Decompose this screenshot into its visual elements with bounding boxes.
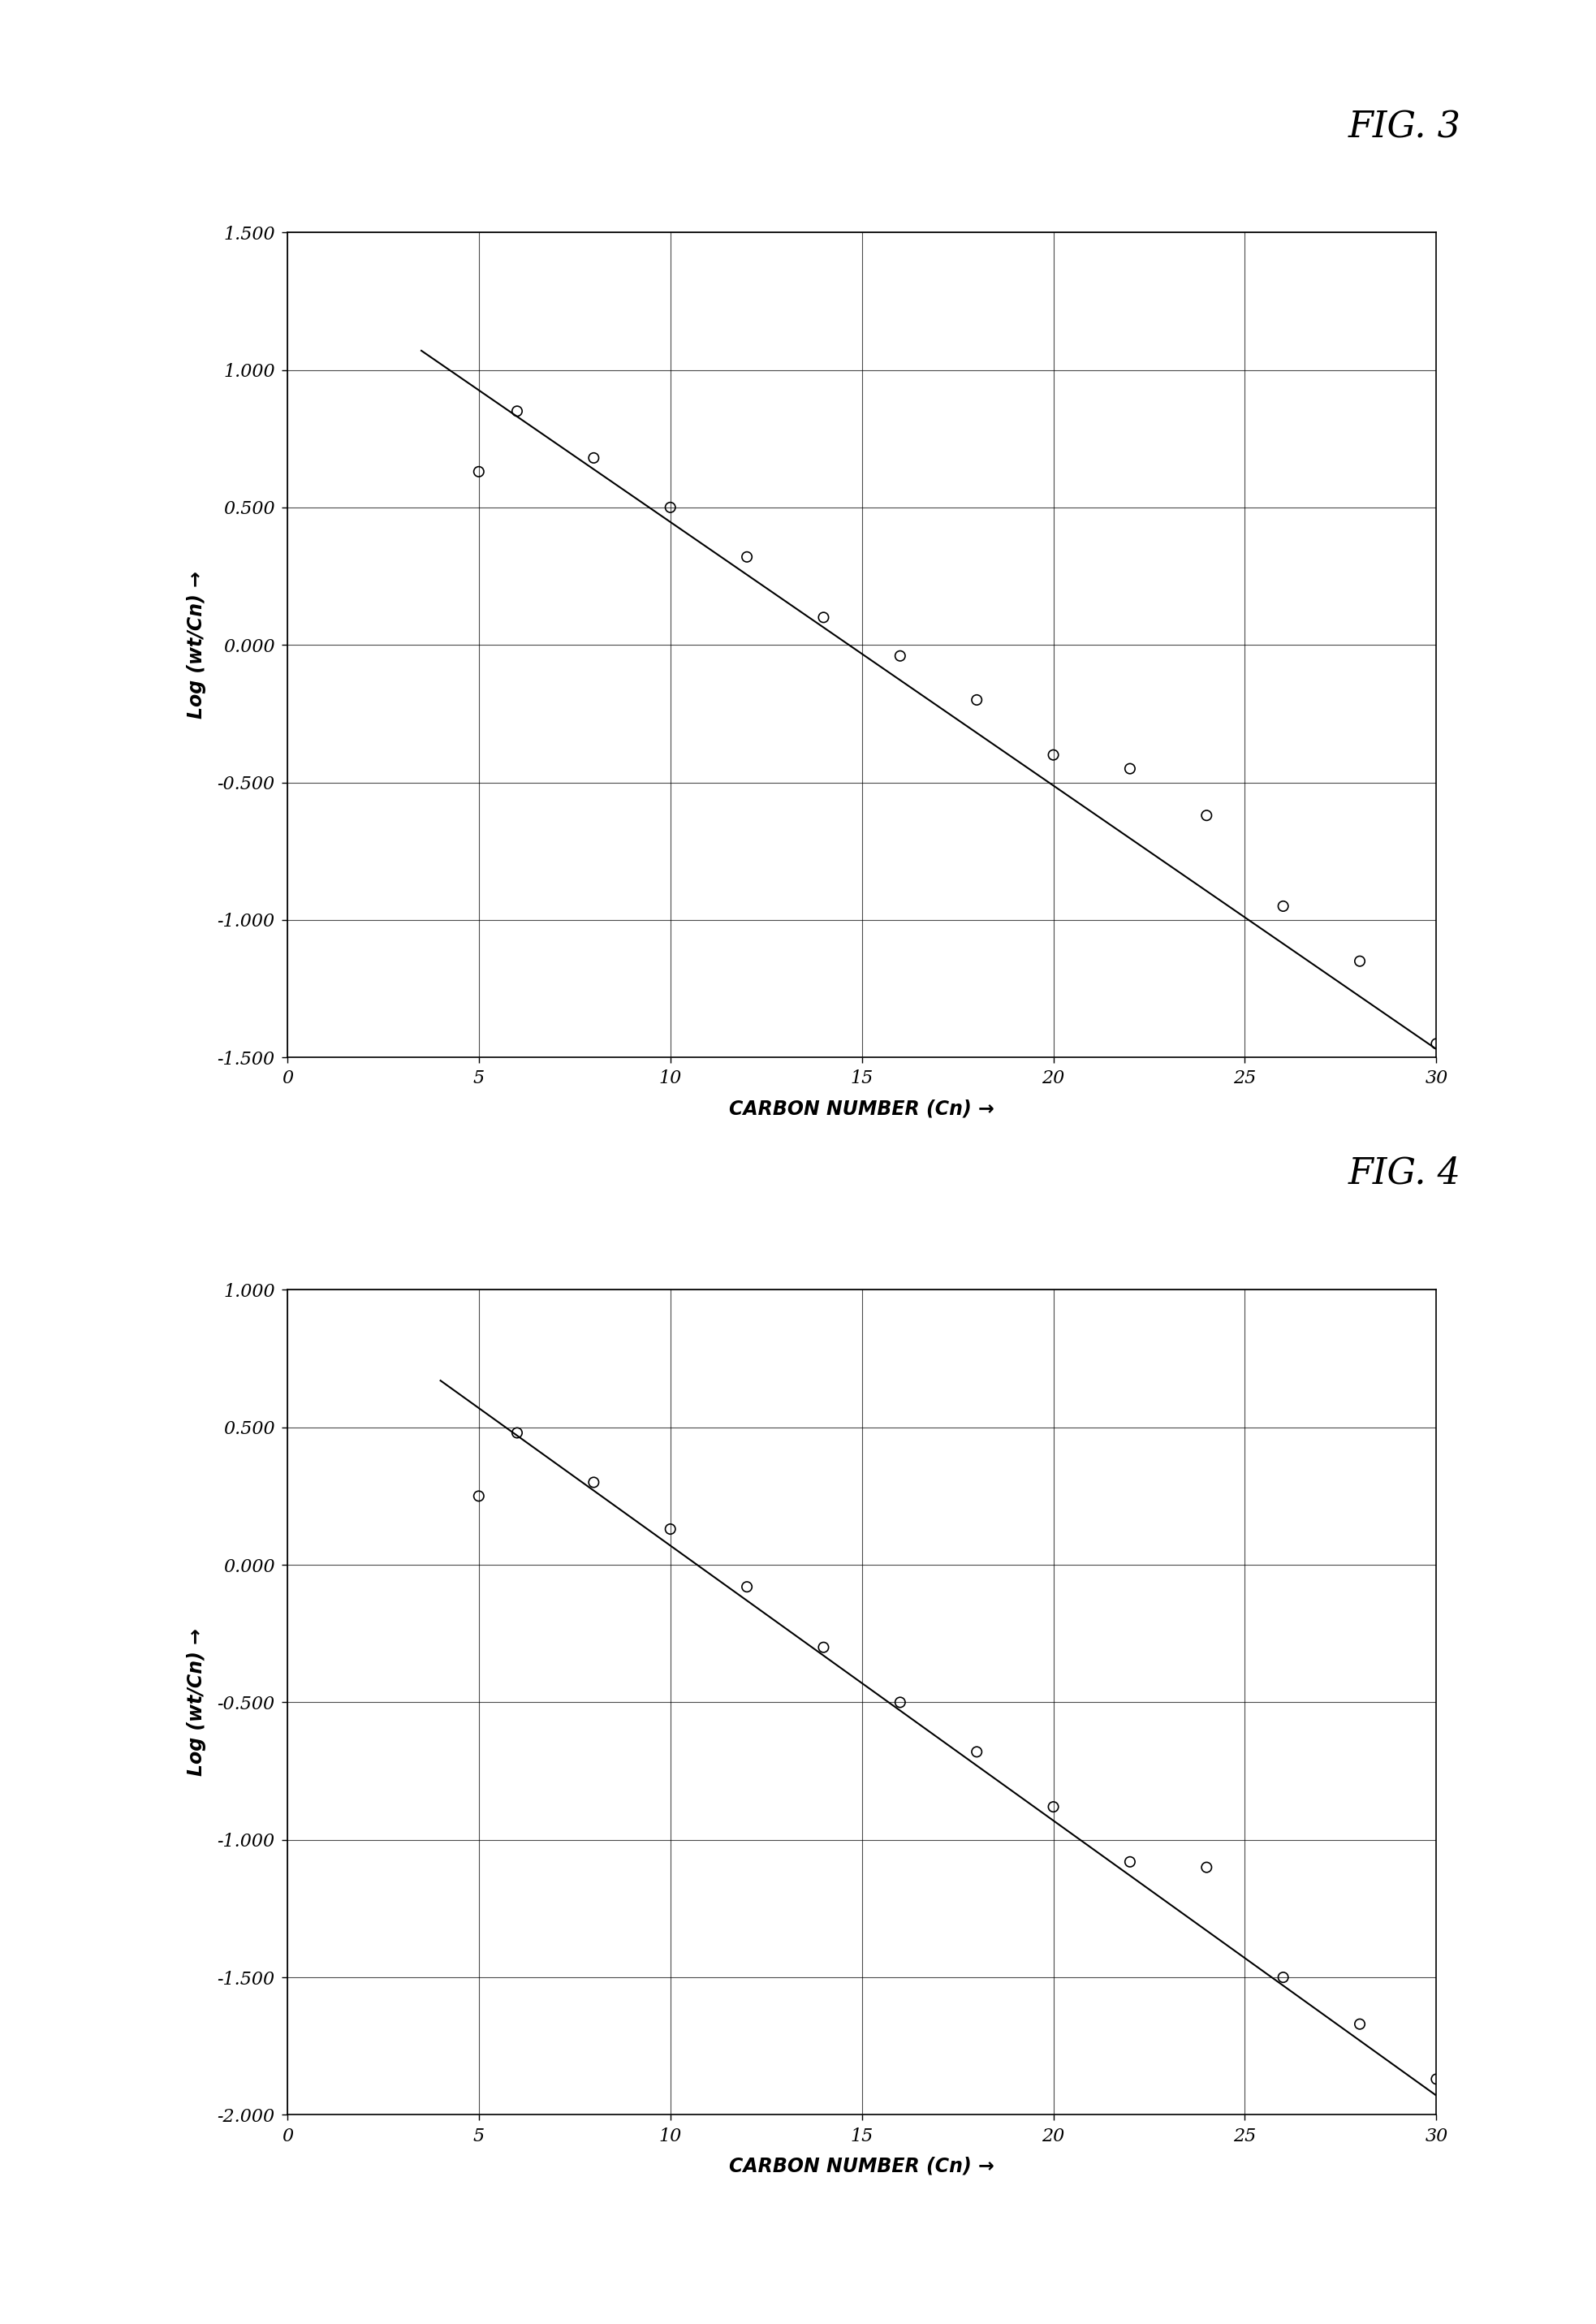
X-axis label: CARBON NUMBER (Cn) →: CARBON NUMBER (Cn) → — [729, 2157, 994, 2175]
Point — [887, 1685, 913, 1722]
Text: FIG. 4: FIG. 4 — [1349, 1155, 1460, 1192]
Point — [504, 1415, 530, 1452]
Point — [504, 393, 530, 430]
Point — [1194, 1850, 1219, 1887]
Point — [581, 439, 606, 476]
X-axis label: CARBON NUMBER (Cn) →: CARBON NUMBER (Cn) → — [729, 1099, 994, 1118]
Point — [887, 637, 913, 674]
Point — [1194, 797, 1219, 834]
Y-axis label: Log (wt/Cn) →: Log (wt/Cn) → — [187, 572, 206, 718]
Point — [658, 488, 683, 525]
Point — [1424, 1025, 1449, 1062]
Point — [1041, 737, 1066, 774]
Point — [1041, 1787, 1066, 1824]
Point — [964, 681, 990, 718]
Point — [734, 1569, 760, 1606]
Point — [1270, 888, 1296, 925]
Point — [466, 453, 492, 490]
Point — [811, 1629, 836, 1666]
Text: FIG. 3: FIG. 3 — [1349, 109, 1460, 146]
Point — [734, 539, 760, 576]
Point — [1347, 2006, 1373, 2043]
Point — [1424, 2061, 1449, 2099]
Point — [1270, 1959, 1296, 1996]
Point — [658, 1511, 683, 1548]
Point — [1117, 751, 1143, 788]
Point — [1117, 1843, 1143, 1880]
Point — [581, 1464, 606, 1501]
Point — [1347, 944, 1373, 981]
Point — [811, 600, 836, 637]
Point — [964, 1734, 990, 1771]
Point — [466, 1478, 492, 1515]
Y-axis label: Log (wt/Cn) →: Log (wt/Cn) → — [187, 1629, 206, 1776]
